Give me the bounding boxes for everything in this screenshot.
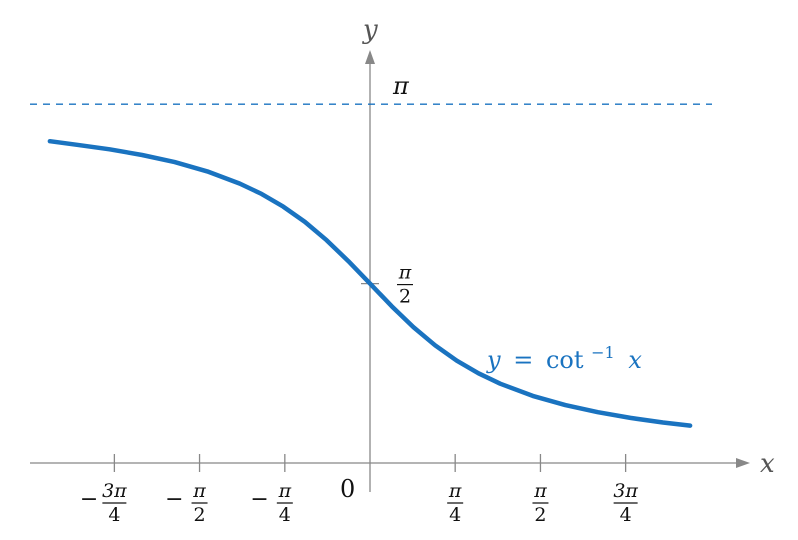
- curve-label-fn: cot: [546, 346, 584, 374]
- series-line-arccot: [47, 138, 693, 428]
- y-axis-arrowhead: [365, 50, 375, 64]
- curve-label-sup: −1: [591, 343, 615, 362]
- y-tick-label-pi: π: [392, 72, 410, 100]
- x-tick-numerator: π: [192, 480, 206, 502]
- x-axis-label: x: [760, 449, 775, 479]
- x-tick-label: − π4: [250, 480, 293, 526]
- x-tick-sign: −: [80, 487, 98, 512]
- curve-label-lhs: y: [486, 346, 501, 374]
- x-tick-label: π4: [447, 480, 464, 526]
- x-tick-numerator: π: [533, 480, 547, 502]
- x-tick-sign: −: [250, 487, 268, 512]
- x-tick-denominator: 4: [108, 504, 120, 526]
- y-tick-label: π2: [397, 262, 413, 308]
- x-tick-denominator: 4: [449, 504, 461, 526]
- curve-label-eq: =: [513, 346, 533, 374]
- y-axis-label: y: [362, 15, 378, 45]
- x-tick-numerator: 3π: [613, 480, 638, 502]
- y-tick-denominator: 2: [399, 286, 411, 308]
- x-tick-denominator: 2: [534, 504, 546, 526]
- x-tick-denominator: 4: [279, 504, 291, 526]
- x-tick-numerator: π: [278, 480, 292, 502]
- curve-label-arg: x: [628, 346, 642, 374]
- x-tick-denominator: 4: [620, 504, 632, 526]
- x-axis-arrowhead: [736, 458, 750, 468]
- x-tick-numerator: 3π: [102, 480, 127, 502]
- x-tick-numerator: π: [448, 480, 462, 502]
- origin-label: 0: [340, 475, 355, 503]
- x-tick-sign: −: [165, 487, 183, 512]
- x-tick-label: 3π4: [613, 480, 638, 526]
- y-tick-numerator: π: [398, 262, 412, 284]
- curve-label: y = cot −1 x: [486, 336, 642, 374]
- x-tick-denominator: 2: [193, 504, 205, 526]
- x-tick-label: π2: [532, 480, 549, 526]
- x-tick-label: − π2: [165, 480, 208, 526]
- axes: x y: [30, 15, 775, 492]
- x-tick-label: −3π4: [80, 480, 127, 526]
